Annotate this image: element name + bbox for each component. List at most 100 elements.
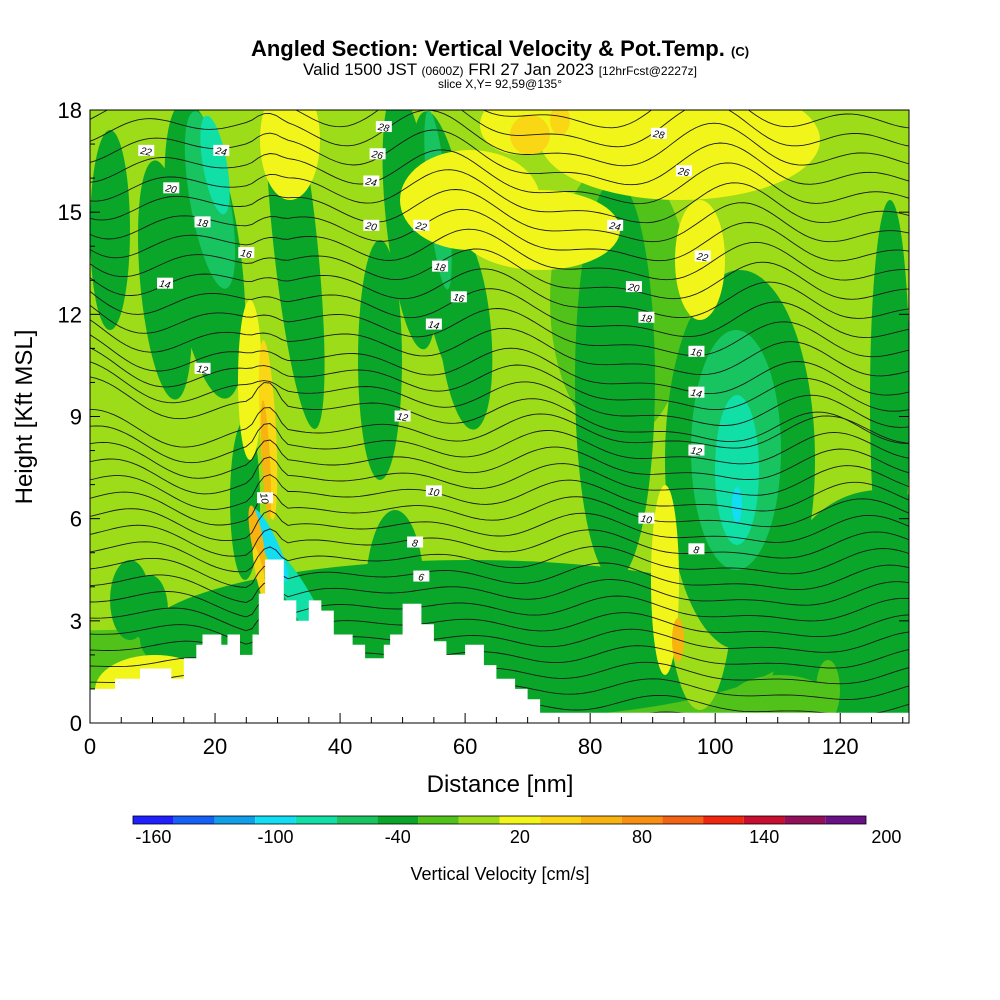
- contour-label-bg: [238, 247, 255, 259]
- contour-label-text: 22: [695, 251, 710, 264]
- contour-label: 6: [413, 570, 430, 584]
- x-tick-label: 40: [328, 734, 352, 759]
- contour-label-bg: [688, 345, 705, 357]
- isentrope-line: [90, 268, 909, 319]
- colorbar-swatch: [621, 816, 663, 824]
- isentrope-line: [90, 407, 909, 449]
- isentrope-line: [90, 149, 909, 205]
- contour-label-text: 20: [163, 183, 178, 196]
- contour-label-bg: [407, 536, 424, 548]
- contour-label-text: 12: [690, 445, 704, 458]
- velocity-region: [870, 200, 909, 600]
- contour-label-text: 14: [427, 319, 441, 332]
- y-tick-label: 6: [70, 507, 82, 532]
- contour-label-bg: [688, 444, 705, 456]
- y-tick-label: 18: [58, 98, 82, 123]
- contour-label-bg: [163, 182, 180, 194]
- contour-label-bg: [425, 318, 442, 330]
- x-tick-label: 60: [453, 734, 477, 759]
- forecast-info: [12hrFcst@2227z]: [598, 64, 697, 78]
- colorbar-swatch: [418, 816, 459, 824]
- contour-label-text: 20: [626, 282, 641, 295]
- isentrope-line: [90, 541, 909, 575]
- contour-label: 28: [650, 127, 667, 142]
- y-axis: 0 3 6 9 12 15 18: [58, 98, 909, 736]
- contour-label: 20: [363, 219, 380, 234]
- plot-area: 22 20 18 24 16 14 12 10 28 26 24 20 22 18 16 14 12 10 8 6 28…: [90, 110, 909, 723]
- contour-label: 22: [694, 250, 711, 265]
- contour-label-bg: [363, 175, 380, 187]
- contour-label-bg: [413, 219, 430, 231]
- contour-label-text: 24: [213, 146, 228, 159]
- colorbar-swatch: [499, 816, 541, 824]
- contour-label: 18: [638, 311, 655, 326]
- isentrope-line: [482, 110, 909, 129]
- contour-label-bg: [675, 165, 692, 177]
- title-mark: (C): [731, 44, 750, 59]
- velocity-region: [540, 110, 820, 200]
- contour-label-bg: [138, 144, 155, 156]
- colorbar-swatch: [295, 816, 337, 824]
- contour-label: 24: [363, 175, 380, 190]
- isentrope-line: [90, 334, 909, 396]
- colorbar-title: Vertical Velocity [cm/s]: [410, 864, 589, 884]
- contour-label-text: 14: [690, 388, 704, 401]
- velocity-region: [358, 240, 402, 480]
- colorbar-swatch: [133, 816, 174, 824]
- contour-label-bg: [257, 492, 274, 504]
- colorbar-tick-label: -100: [257, 827, 293, 847]
- contour-label-text: 22: [138, 146, 153, 159]
- isentrope-line: [90, 319, 909, 377]
- isentrope-line: [90, 574, 909, 606]
- isentrope-line: [90, 228, 909, 281]
- x-tick-label: 20: [203, 734, 227, 759]
- colorbar-tick-label: 80: [632, 827, 652, 847]
- colorbar-tick-label: -40: [385, 827, 411, 847]
- isentrope-line: [90, 474, 909, 512]
- contour-label: 24: [607, 219, 624, 234]
- velocity-region: [184, 111, 236, 289]
- isentrope-line: [90, 110, 909, 167]
- velocity-region: [260, 110, 320, 200]
- contour-label: 22: [138, 144, 155, 159]
- isentrope-line: [90, 524, 909, 559]
- colorbar-frame: [132, 815, 867, 825]
- velocity-region: [258, 340, 278, 520]
- contour-label-text: 16: [452, 292, 466, 305]
- isentrope-line: [90, 189, 909, 243]
- isentrope-line: [90, 607, 909, 638]
- contour-labels: 22 20 18 24 16 14 12 10 28 26 24 20 22 18 16 14 12 10 8 6 28…: [138, 121, 711, 584]
- velocity-region: [238, 300, 262, 460]
- contour-label-text: 6: [417, 572, 425, 584]
- velocity-region: [90, 130, 130, 330]
- contour-label-text: 14: [158, 279, 172, 292]
- isentrope-line: [90, 361, 909, 428]
- contour-label: 8: [688, 543, 705, 557]
- terrain: [90, 559, 909, 723]
- contour-label-text: 12: [196, 364, 210, 377]
- colorbar-swatch: [255, 816, 296, 824]
- contour-label: 12: [194, 362, 211, 377]
- contour-label: 10: [257, 492, 274, 505]
- colorbar-swatch: [743, 816, 785, 824]
- contour-label-text: 26: [370, 149, 385, 162]
- isentrope-line: [90, 624, 909, 653]
- contour-label-text: 12: [396, 411, 410, 424]
- colorbar-tick-label: -160: [135, 827, 171, 847]
- contour-label: 20: [625, 281, 642, 295]
- isentrope-line: [90, 439, 909, 480]
- isentrope-line: [90, 591, 909, 622]
- isentrope-line: [90, 456, 909, 496]
- y-tick-label: 12: [58, 302, 82, 327]
- contour-label-text: 18: [196, 217, 210, 230]
- isentrope-line: [90, 491, 909, 528]
- contour-label-text: 26: [676, 166, 691, 179]
- contour-label-bg: [369, 148, 386, 160]
- y-axis-label: Height [Kft MSL]: [11, 330, 38, 505]
- isentrope-line: [90, 288, 909, 339]
- contour-label: 12: [688, 444, 705, 459]
- contour-label-bg: [213, 144, 230, 156]
- colorbar-tick-label: 140: [749, 827, 779, 847]
- contour-label: 22: [413, 219, 430, 234]
- isentrope-line: [90, 248, 909, 300]
